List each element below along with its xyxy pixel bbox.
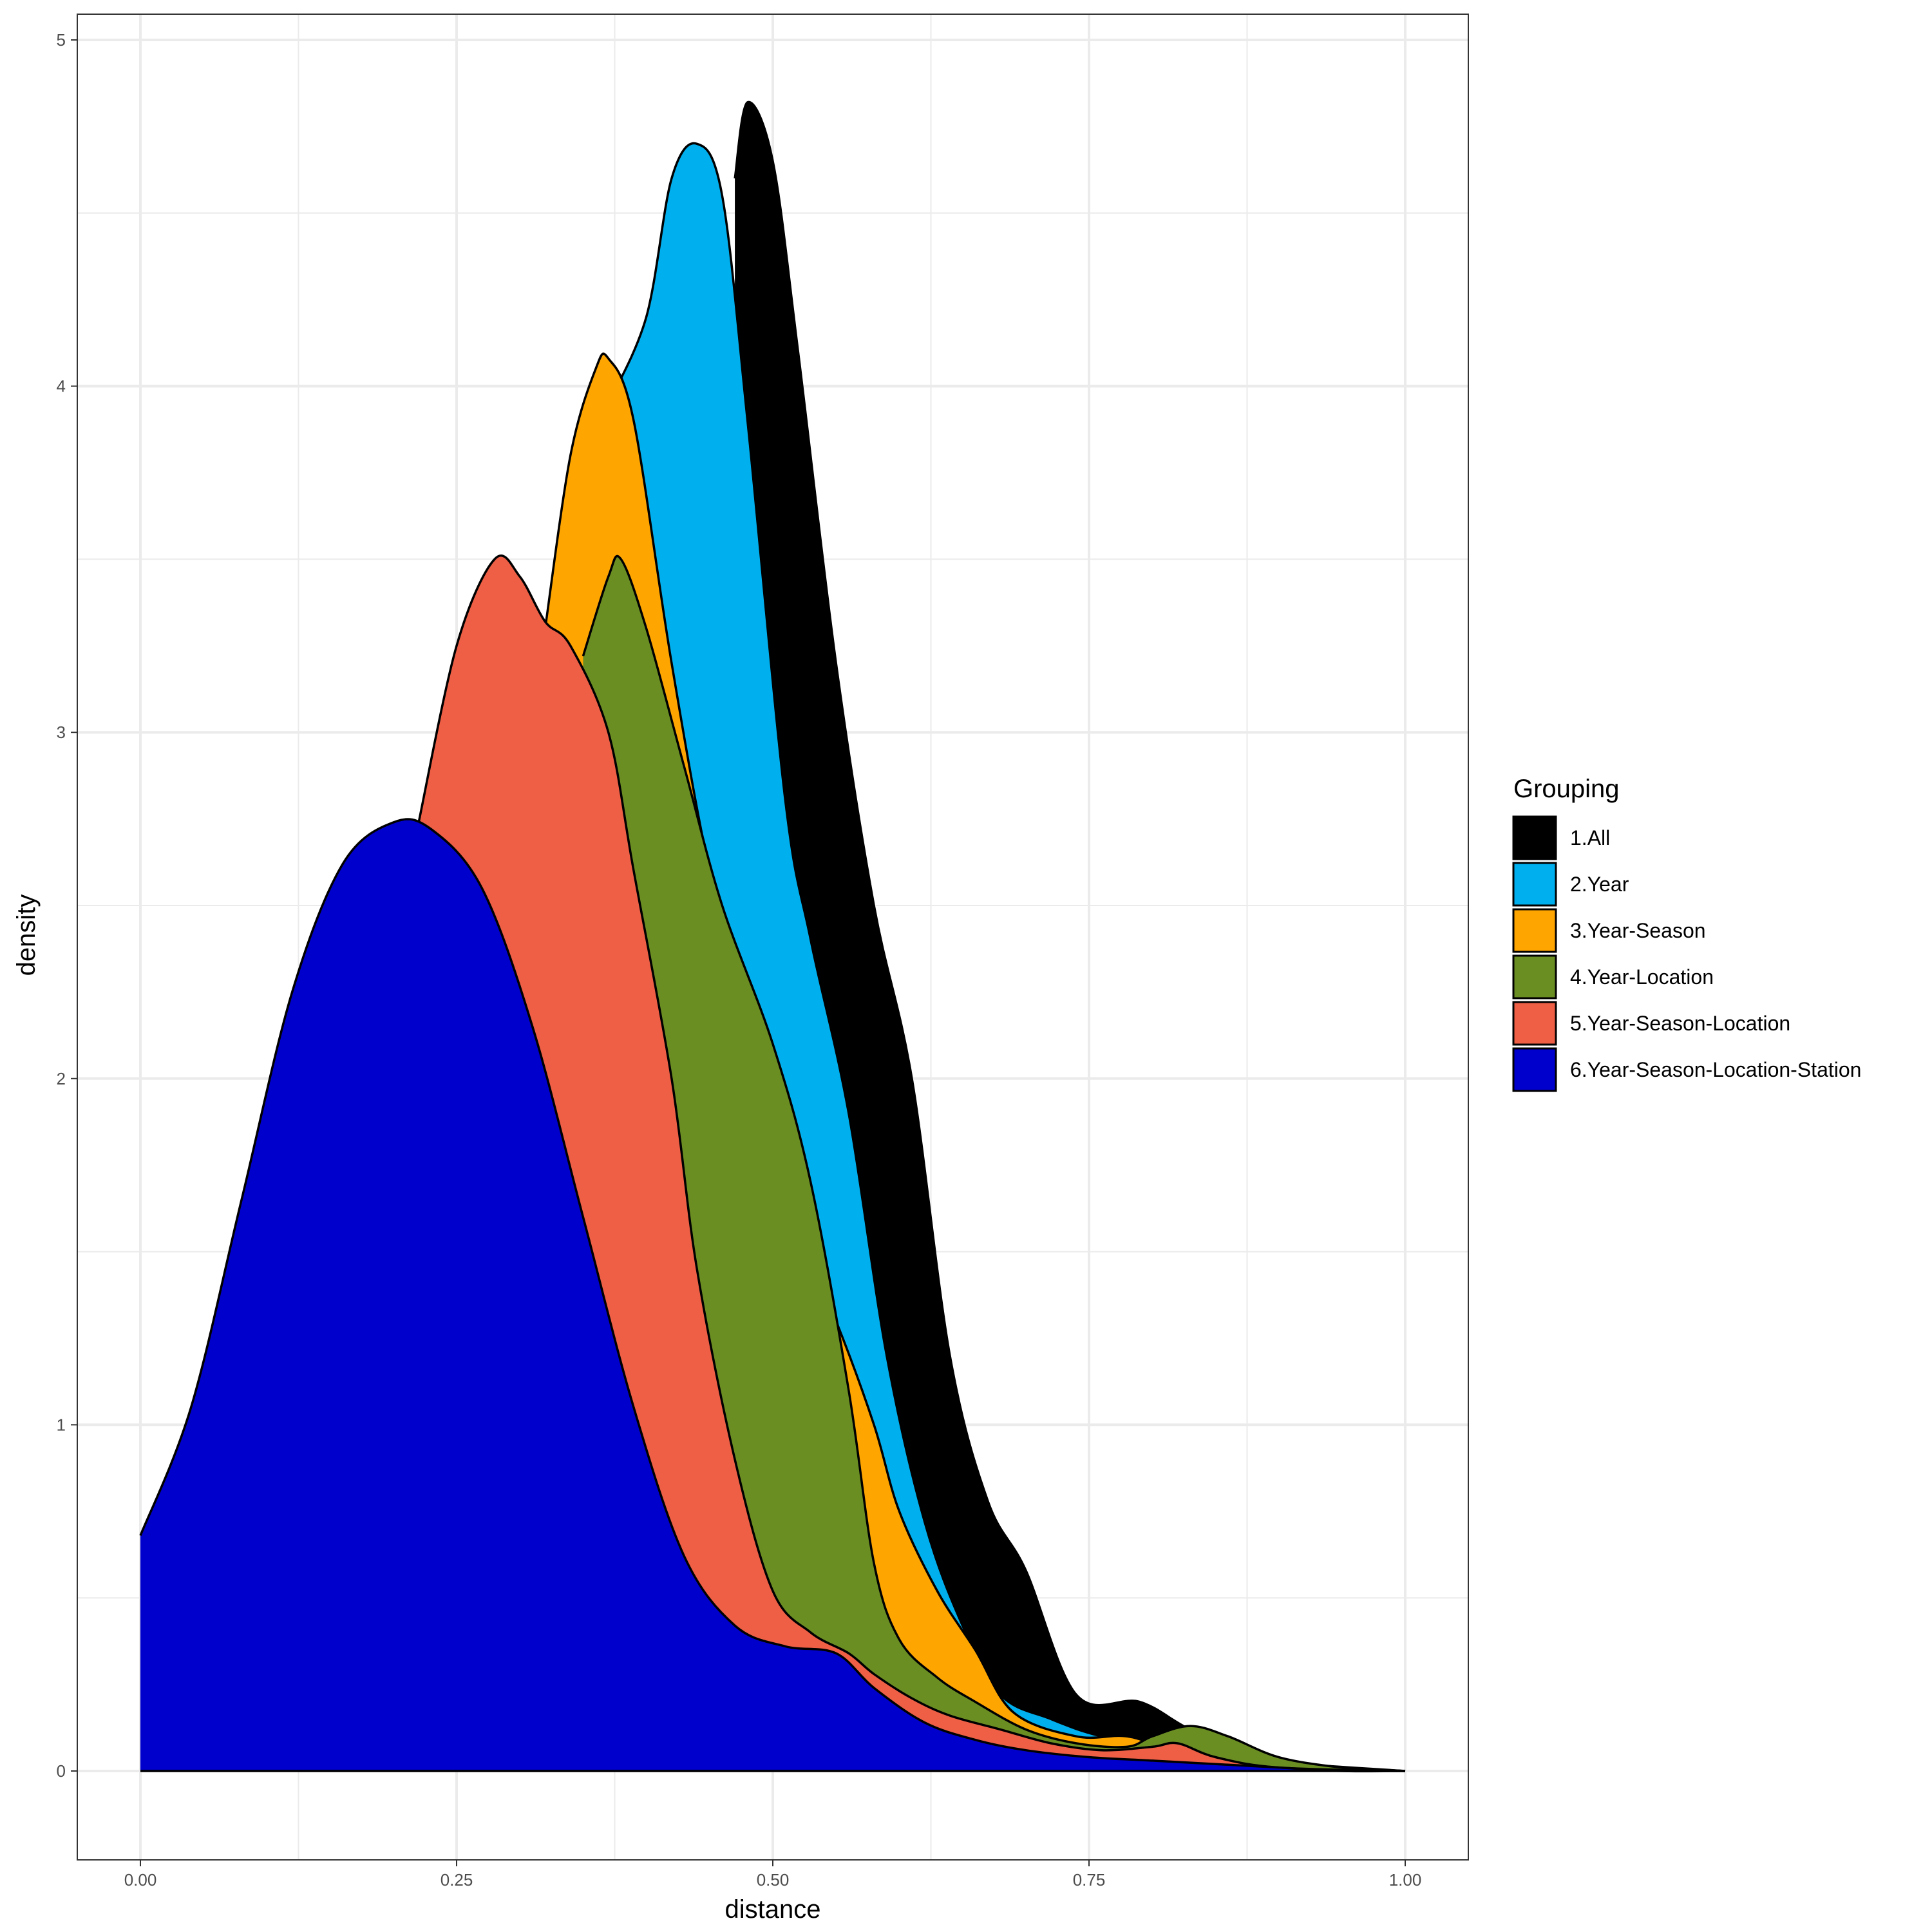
legend-label-year: 2.Year (1570, 873, 1629, 896)
legend-key-year-season-location-station (1512, 1047, 1557, 1092)
series-year-season-location-station (139, 818, 1406, 1773)
series-year-season-location (417, 554, 1406, 1772)
legend-label-all: 1.All (1570, 826, 1610, 849)
x-tick-label: 0.50 (757, 1870, 790, 1889)
legend-key-all (1512, 815, 1557, 860)
legend-key-year (1512, 862, 1557, 907)
legend-key-year-season-location (1512, 1001, 1557, 1046)
legend-label-year-season-location-station: 6.Year-Season-Location-Station (1570, 1058, 1861, 1081)
axis-ticks: 0.00 0.25 0.50 0.75 1.00 0 1 2 3 4 5 (57, 30, 1422, 1889)
area-fill-year-season-location-station (140, 819, 1405, 1772)
area-outline-year (607, 142, 1406, 1772)
legend-label-year-season-location: 5.Year-Season-Location (1570, 1012, 1790, 1035)
area-outline-year-season-location (417, 554, 1406, 1772)
series-year-location (582, 554, 1406, 1772)
legend-title: Grouping (1513, 775, 1620, 803)
legend-label-year-location: 4.Year-Location (1570, 965, 1714, 989)
legend: 1.All 2.Year 3.Year-Season 4.Year-Location 5… (1512, 815, 1861, 1092)
area-outline-year-season-location-station (139, 818, 1406, 1773)
legend-key-year-location (1512, 954, 1557, 999)
x-tick-label: 0.25 (440, 1870, 473, 1889)
y-tick-label: 4 (57, 377, 66, 396)
y-tick-label: 2 (57, 1069, 66, 1088)
x-tick-label: 0.00 (124, 1870, 157, 1889)
area-outline-year-location (582, 554, 1406, 1772)
y-axis-title: density (12, 895, 41, 976)
y-tick-label: 1 (57, 1415, 66, 1434)
y-tick-label: 3 (57, 723, 66, 742)
y-tick-label: 5 (57, 30, 66, 50)
area-fill-year-location (583, 556, 1405, 1772)
legend-key-year-season (1512, 908, 1557, 953)
x-tick-label: 0.75 (1073, 1870, 1106, 1889)
y-tick-label: 0 (57, 1761, 66, 1781)
legend-label-year-season: 3.Year-Season (1570, 919, 1706, 942)
area-fill-year-season-location (419, 555, 1405, 1771)
density-areas (139, 100, 1406, 1773)
x-axis-title: distance (725, 1895, 821, 1924)
area-fill-all (735, 102, 1405, 1771)
x-tick-label: 1.00 (1389, 1870, 1422, 1889)
